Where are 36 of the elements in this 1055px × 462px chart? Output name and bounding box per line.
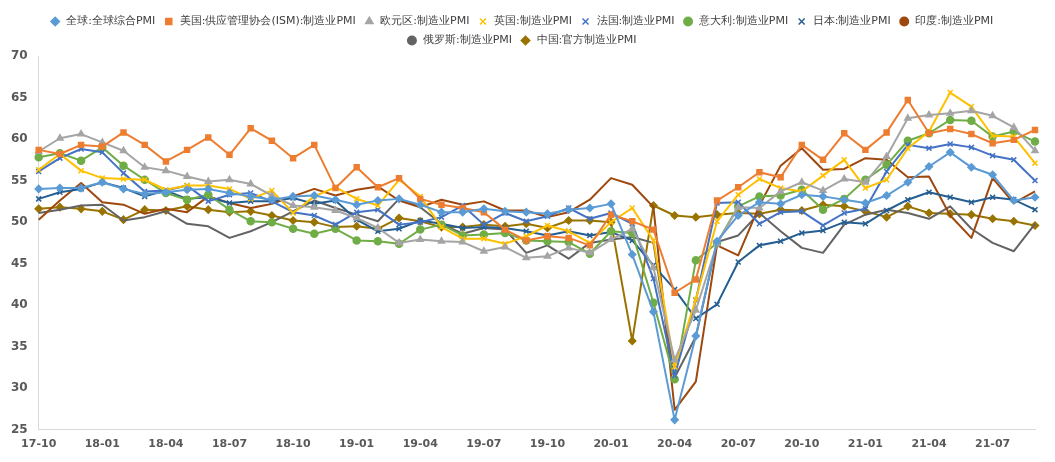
x-tick-label: 21-01	[847, 437, 884, 451]
x-tick-label: 18-07	[211, 437, 248, 451]
legend-label: 意大利:制造业PMI	[698, 14, 789, 28]
legend-label: 英国:制造业PMI	[493, 14, 573, 28]
y-tick-label: 45	[11, 255, 28, 270]
legend-label: 全球:全球综合PMI	[66, 14, 156, 28]
x-tick-label: 19-10	[529, 437, 566, 451]
x-tick-label: 18-10	[275, 437, 312, 451]
y-tick-label: 60	[11, 131, 28, 146]
x-tick-label: 20-07	[720, 437, 756, 451]
legend-label: 中国:官方制造业PMI	[536, 33, 637, 47]
y-tick-label: 65	[11, 89, 28, 104]
y-tick-label: 35	[11, 338, 28, 353]
y-tick-label: 55	[11, 172, 28, 187]
x-tick-label: 20-10	[784, 437, 820, 451]
y-tick-label: 30	[11, 380, 28, 395]
x-tick-label: 19-07	[466, 437, 502, 451]
legend-label: 印度:制造业PMI	[915, 14, 994, 28]
x-tick-label: 18-01	[84, 437, 120, 451]
legend-label: 日本:制造业PMI	[812, 14, 891, 28]
y-tick-label: 40	[11, 297, 28, 312]
y-tick-label: 50	[11, 214, 28, 229]
y-tick-label: 25	[11, 421, 28, 436]
x-tick-label: 19-01	[339, 437, 375, 451]
y-tick-label: 70	[11, 48, 28, 63]
x-tick-label: 21-04	[911, 437, 947, 451]
x-tick-label: 20-04	[657, 437, 693, 451]
x-tick-label: 20-01	[593, 437, 629, 451]
x-tick-label: 18-04	[148, 437, 184, 451]
x-tick-label: 17-10	[21, 437, 57, 451]
legend-label: 美国:供应管理协会(ISM):制造业PMI	[179, 14, 356, 28]
legend-label: 法国:制造业PMI	[596, 14, 675, 28]
legend-label: 欧元区:制造业PMI	[380, 14, 470, 28]
legend-label: 俄罗斯:制造业PMI	[422, 33, 512, 47]
x-tick-label: 19-04	[402, 437, 439, 451]
x-tick-label: 21-07	[975, 437, 1011, 451]
